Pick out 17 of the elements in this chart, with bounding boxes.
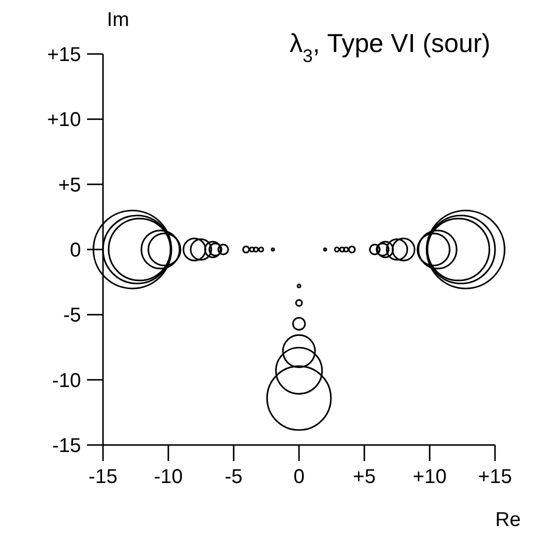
x-tick-label: -10: [154, 466, 183, 488]
y-tick-label: +5: [58, 174, 81, 196]
y-tick-label: -10: [52, 370, 81, 392]
x-tick-label: +5: [352, 466, 376, 488]
x-tick-label: -15: [88, 466, 118, 488]
x-axis-title: Re: [495, 509, 521, 531]
x-tick-label: +10: [412, 466, 447, 488]
y-axis-title: Im: [106, 9, 130, 31]
chart-title: λ$_{3}$, Type VI (sour): [290, 28, 490, 66]
y-tick-label: -5: [63, 304, 81, 327]
y-tick-label: -15: [52, 435, 81, 457]
x-tick-label: +15: [478, 466, 512, 488]
y-tick-label: +10: [47, 109, 81, 132]
y-tick-label: 0: [70, 240, 81, 262]
x-tick-label: 0: [293, 466, 305, 488]
x-tick-label: -5: [224, 466, 243, 488]
y-tick-label: +15: [47, 44, 81, 66]
